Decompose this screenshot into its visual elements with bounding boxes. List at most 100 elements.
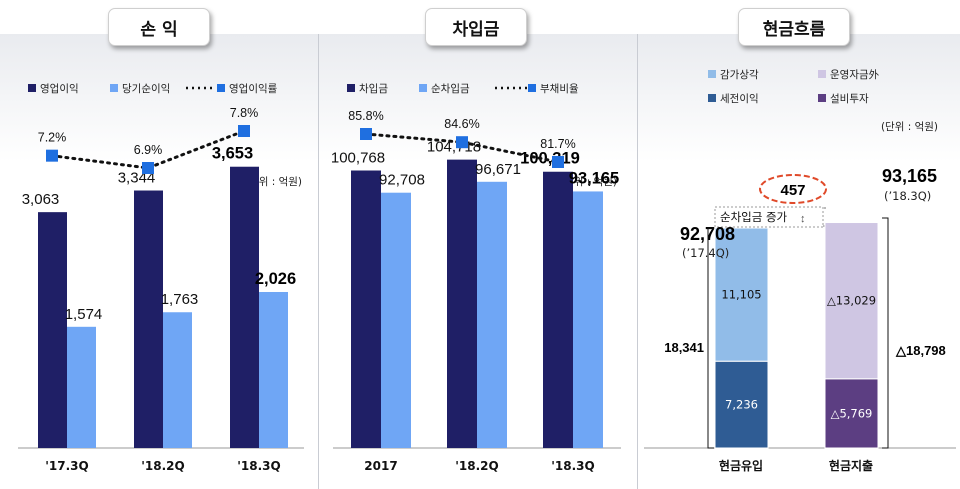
panel-title: 현금흐름 — [738, 8, 850, 46]
segment-label: 11,105 — [721, 288, 761, 302]
bar-순차입금 — [381, 192, 411, 448]
segment-label: 7,236 — [725, 398, 758, 412]
net-increase-arrow: ↕ — [800, 213, 806, 225]
line-label: 85.8% — [348, 109, 383, 123]
data-label: 3,653 — [212, 145, 253, 163]
bar-영업이익 — [230, 166, 259, 448]
bar-차입금 — [447, 159, 477, 448]
legend-label-operating-margin: 영업이익률 — [229, 82, 278, 95]
data-label: 100,319 — [520, 150, 580, 168]
panel-title: 손 익 — [108, 8, 210, 46]
bar-당기순이익 — [67, 326, 96, 448]
segment-label: △13,029 — [827, 294, 876, 308]
x-tick-label: 현금지출 — [829, 458, 873, 473]
legend-swatch-working-capital — [818, 70, 826, 78]
data-label: 100,768 — [331, 150, 385, 167]
legend-marker-debt-ratio — [528, 84, 536, 92]
legend-swatch-depreciation — [708, 70, 716, 78]
bar-영업이익 — [38, 212, 67, 448]
data-label: 1,574 — [65, 306, 103, 323]
unit-label: (단위 : 억원) — [881, 120, 938, 133]
inflow-bracket-label: 18,341 — [664, 340, 704, 355]
legend-swatch-borrowings — [347, 84, 355, 92]
line-marker — [238, 125, 250, 137]
line-marker — [360, 128, 372, 140]
profit-chart: 영업이익 당기순이익 영업이익률 (단위 : 억원) 3,063 1,574 '17… — [18, 82, 304, 473]
bar-당기순이익 — [259, 291, 288, 448]
line-marker — [552, 156, 564, 168]
outflow-bracket-label: △18,798 — [895, 343, 946, 358]
cashflow-chart: 감가상각 운영자금外 세전이익 설비투자 (단위 : 억원) 457 순차입금 … — [644, 69, 956, 473]
line-label: 81.7% — [540, 137, 575, 151]
net-increase-box — [714, 206, 824, 228]
line-marker — [142, 162, 154, 174]
x-tick-label: '17.3Q — [45, 459, 88, 473]
data-label: 93,165 — [569, 169, 619, 187]
net-increase-label: 순차입금 증가 — [720, 210, 788, 224]
legend-label-net-income: 당기순이익 — [122, 83, 170, 95]
legend-label-borrowings: 차입금 — [359, 82, 388, 95]
legend-label-working-capital: 운영자금外 — [830, 69, 880, 81]
line-label: 84.6% — [444, 117, 479, 131]
x-tick-label: '18.3Q — [551, 459, 594, 473]
legend-swatch-operating-profit — [28, 84, 36, 92]
line-label: 7.8% — [230, 106, 259, 120]
x-tick-label: '18.2Q — [141, 459, 184, 473]
data-label: 92,708 — [379, 172, 425, 189]
legend-label-depreciation: 감가상각 — [720, 69, 759, 81]
panel-profit: 손 익 영업이익 당기순이익 영업이익률 (단위 : 억원) 3,063 1,57… — [0, 0, 318, 489]
legend-label-capex: 설비투자 — [830, 93, 869, 105]
x-tick-label: '18.3Q — [237, 459, 280, 473]
inflow-bracket — [707, 227, 714, 449]
net-increase-oval — [759, 174, 827, 204]
bar-segment-설비투자 — [824, 378, 879, 449]
x-tick-label: 현금유입 — [719, 458, 763, 473]
bar-segment-세전이익 — [714, 360, 769, 449]
legend-swatch-capex — [818, 94, 826, 102]
panel-background — [638, 34, 960, 489]
outflow-total-note: (’18.3Q) — [884, 189, 931, 203]
bar-segment-감가상각 — [714, 227, 769, 362]
panel-title: 차입금 — [425, 8, 527, 46]
panel-divider — [637, 34, 638, 489]
bar-segment-운영자금外 — [824, 222, 879, 380]
bar-차입금 — [543, 171, 573, 448]
legend: 차입금 순차입금 부채비율 — [347, 82, 579, 95]
legend-label-pretax-income: 세전이익 — [720, 93, 759, 105]
unit-label: (단위 : 억원) — [245, 175, 302, 188]
legend-label-net-borrowings: 순차입금 — [431, 82, 470, 95]
line-marker — [46, 149, 58, 162]
panel-borrowings: 차입금 차입금 순차입금 부채비율 (단위 : 억원) 100,768 92,70… — [319, 0, 637, 489]
bar-영업이익 — [134, 190, 163, 448]
legend: 영업이익 당기순이익 영업이익률 — [28, 82, 278, 95]
bar-차입금 — [351, 170, 381, 448]
legend-swatch-pretax-income — [708, 94, 716, 102]
line-label: 6.9% — [134, 143, 163, 157]
legend: 감가상각 운영자금外 세전이익 설비투자 — [708, 69, 880, 105]
bar-순차입금 — [477, 181, 507, 448]
legend-label-operating-profit: 영업이익 — [40, 82, 79, 95]
segment-label: △5,769 — [831, 406, 873, 420]
x-tick-label: 2017 — [364, 459, 397, 473]
net-increase-value: 457 — [780, 182, 805, 199]
outflow-total-value: 93,165 — [882, 166, 937, 186]
line-label: 7.2% — [38, 131, 67, 145]
unit-label: (단위 : 억원) — [560, 175, 617, 188]
data-label: 96,671 — [475, 161, 521, 178]
panel-cashflow: 현금흐름 감가상각 운영자금外 세전이익 설비투자 (단위 : 억원) 457 … — [638, 0, 960, 489]
panel-divider — [318, 34, 319, 489]
data-label: 3,063 — [22, 191, 60, 208]
legend-marker-operating-margin — [217, 84, 225, 92]
legend-swatch-net-income — [110, 84, 118, 92]
legend-label-debt-ratio: 부채비율 — [540, 83, 579, 95]
data-label: 1,763 — [161, 291, 199, 308]
legend-swatch-net-borrowings — [419, 84, 427, 92]
inflow-total-note: (’17.4Q) — [682, 246, 729, 260]
outflow-bracket — [882, 217, 889, 449]
bar-당기순이익 — [163, 312, 192, 448]
bar-순차입금 — [573, 191, 603, 448]
x-tick-label: '18.2Q — [455, 459, 498, 473]
line-부채비율 — [364, 132, 560, 164]
line-marker — [456, 136, 468, 149]
data-label: 2,026 — [255, 270, 296, 288]
